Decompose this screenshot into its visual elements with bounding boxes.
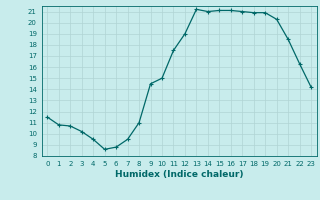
X-axis label: Humidex (Indice chaleur): Humidex (Indice chaleur) — [115, 170, 244, 179]
